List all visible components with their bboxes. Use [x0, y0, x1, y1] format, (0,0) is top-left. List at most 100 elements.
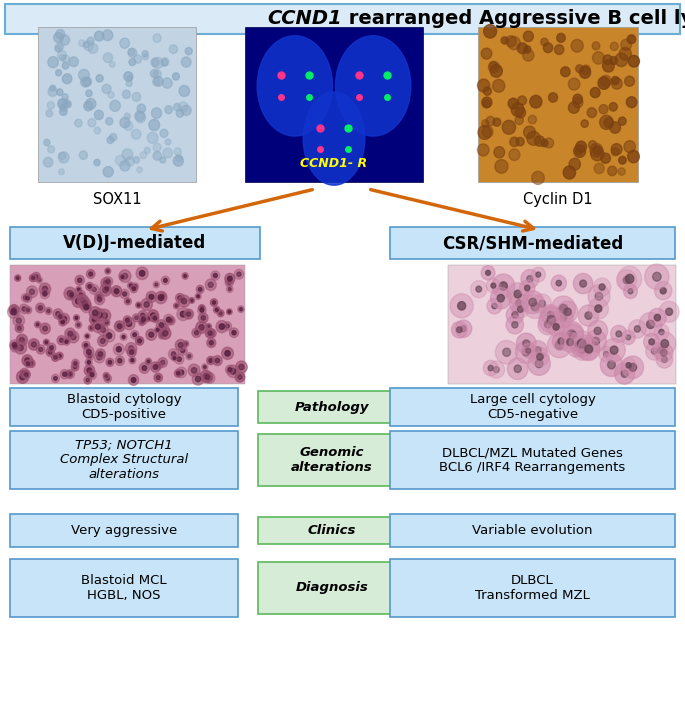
Circle shape [173, 73, 179, 80]
Circle shape [160, 294, 164, 298]
Circle shape [127, 282, 134, 289]
Circle shape [531, 347, 549, 366]
Circle shape [195, 376, 201, 381]
Circle shape [619, 156, 626, 164]
Circle shape [210, 331, 214, 335]
Circle shape [20, 374, 25, 380]
Circle shape [134, 285, 137, 288]
Circle shape [75, 322, 82, 328]
Circle shape [145, 315, 151, 321]
FancyBboxPatch shape [390, 227, 675, 259]
Text: Large cell cytology
CD5-negative: Large cell cytology CD5-negative [469, 393, 595, 421]
Circle shape [87, 361, 90, 364]
Text: Blastoid cytology
CD5-positive: Blastoid cytology CD5-positive [66, 393, 182, 421]
Circle shape [225, 278, 233, 287]
Text: Clinics: Clinics [308, 524, 356, 537]
Ellipse shape [257, 36, 332, 136]
Circle shape [481, 265, 495, 280]
Circle shape [206, 323, 212, 329]
Circle shape [206, 328, 214, 338]
Circle shape [572, 339, 593, 361]
Circle shape [593, 52, 604, 64]
Circle shape [84, 376, 92, 384]
Circle shape [38, 279, 41, 282]
Circle shape [82, 301, 91, 310]
Circle shape [585, 345, 593, 353]
Circle shape [154, 373, 162, 382]
Circle shape [94, 351, 105, 363]
Circle shape [75, 275, 84, 285]
Circle shape [532, 171, 545, 184]
Circle shape [451, 321, 467, 338]
Circle shape [88, 354, 91, 358]
Circle shape [581, 120, 588, 128]
Circle shape [128, 48, 135, 55]
Circle shape [588, 285, 610, 308]
Circle shape [588, 141, 597, 149]
Circle shape [40, 323, 50, 334]
Circle shape [649, 308, 667, 327]
Circle shape [225, 351, 230, 356]
Circle shape [541, 305, 560, 325]
Circle shape [153, 77, 163, 86]
Circle shape [175, 339, 186, 351]
Circle shape [142, 50, 148, 57]
Circle shape [115, 156, 125, 166]
Circle shape [610, 122, 621, 133]
Circle shape [146, 329, 157, 341]
Circle shape [660, 349, 667, 356]
Circle shape [217, 310, 224, 317]
Circle shape [55, 70, 62, 76]
Circle shape [621, 330, 635, 344]
Circle shape [87, 368, 92, 373]
Circle shape [142, 318, 145, 322]
Circle shape [69, 57, 78, 67]
Circle shape [575, 341, 580, 347]
Circle shape [628, 289, 633, 294]
Text: CCND1- R: CCND1- R [301, 157, 368, 170]
Circle shape [62, 62, 68, 69]
FancyBboxPatch shape [478, 27, 638, 182]
Circle shape [211, 271, 220, 280]
Circle shape [515, 108, 525, 118]
Circle shape [495, 160, 508, 174]
Circle shape [55, 29, 65, 39]
FancyBboxPatch shape [258, 434, 406, 486]
Circle shape [164, 314, 174, 325]
Circle shape [215, 308, 219, 311]
Circle shape [222, 347, 234, 359]
Circle shape [573, 145, 586, 158]
Circle shape [601, 153, 610, 163]
Circle shape [656, 351, 673, 368]
Circle shape [567, 330, 576, 339]
Circle shape [213, 273, 217, 277]
Circle shape [569, 158, 580, 170]
Circle shape [106, 358, 114, 366]
Circle shape [232, 331, 236, 335]
Circle shape [175, 354, 184, 364]
Circle shape [97, 297, 102, 302]
Circle shape [139, 315, 148, 324]
Circle shape [608, 361, 615, 369]
Circle shape [45, 308, 52, 315]
Text: CCND1 rearranged Aggressive B cell lymphomas: CCND1 rearranged Aggressive B cell lymph… [76, 9, 609, 29]
Circle shape [40, 289, 49, 299]
Circle shape [88, 285, 91, 288]
Circle shape [72, 359, 79, 367]
Circle shape [71, 334, 76, 340]
Circle shape [149, 119, 160, 130]
Circle shape [599, 346, 613, 361]
Circle shape [155, 362, 162, 369]
Circle shape [96, 75, 103, 82]
Circle shape [77, 295, 88, 306]
Circle shape [29, 289, 34, 295]
Circle shape [161, 57, 169, 66]
Circle shape [101, 338, 105, 343]
Circle shape [200, 308, 204, 312]
Circle shape [138, 318, 145, 326]
Circle shape [517, 306, 523, 313]
Ellipse shape [303, 92, 365, 185]
Circle shape [202, 371, 212, 382]
Circle shape [97, 324, 108, 336]
Circle shape [16, 334, 27, 346]
